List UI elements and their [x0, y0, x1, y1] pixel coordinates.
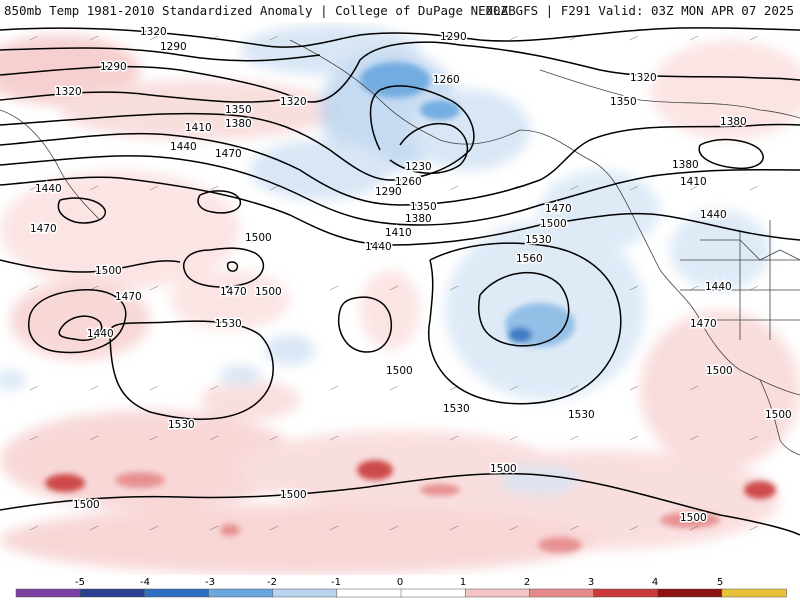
contour-labels: 1320 1290 1290 1320 1350 1380 1410 1440 …: [29, 25, 794, 526]
anomaly-colorbar: -5 -4 -3 -2 -1 0 1 2 3 4 5: [0, 575, 800, 600]
model-run-info: 00Z GFS | F291 Valid: 03Z MON APR 07 202…: [485, 3, 794, 18]
contour-label: 1500: [490, 463, 517, 475]
contour-label: 1230: [405, 161, 432, 173]
map-title: 850mb Temp 1981-2010 Standardized Anomal…: [4, 3, 516, 18]
contour-label: 1320: [630, 72, 657, 84]
contour-label: 1500: [680, 512, 707, 524]
anomaly-shading: [0, 22, 800, 575]
colorbar-swatch: [272, 588, 338, 598]
contour-label: 1500: [245, 232, 272, 244]
contour-label: 1440: [35, 183, 62, 195]
colorbar-swatch: [464, 588, 531, 598]
contour-label: 1320: [140, 26, 167, 38]
contour-label: 1470: [220, 286, 247, 298]
contour-label: 1500: [386, 365, 413, 377]
contour-label: 1530: [168, 419, 195, 431]
contour-label: 1410: [680, 176, 707, 188]
colorbar-tick: 4: [652, 577, 658, 588]
contour-label: 1500: [255, 286, 282, 298]
colorbar-tick: -3: [205, 577, 215, 588]
contour-label: 1320: [55, 86, 82, 98]
contour-label: 1260: [433, 74, 460, 86]
contour-label: 1290: [440, 31, 467, 43]
contour-label: 1350: [225, 104, 252, 116]
contour-label: 1530: [568, 409, 595, 421]
contour-label: 1290: [100, 61, 127, 73]
colorbar-canvas: -5 -4 -3 -2 -1 0 1 2 3 4 5: [15, 577, 787, 598]
colorbar-tick: 3: [588, 577, 594, 588]
wind-barbs: [29, 35, 759, 531]
colorbar-swatch: [400, 588, 466, 598]
map-canvas: 1320 1290 1290 1320 1350 1380 1410 1440 …: [0, 22, 800, 575]
contour-label: 1470: [215, 148, 242, 160]
contour-label: 1440: [700, 209, 727, 221]
contour-label: 1380: [720, 116, 747, 128]
colorbar-swatch: [15, 588, 81, 598]
contour-label: 1440: [365, 241, 392, 253]
contour-label: 1380: [672, 159, 699, 171]
contour-label: 1530: [443, 403, 470, 415]
contour-label: 1470: [115, 291, 142, 303]
colorbar-tick: 5: [717, 577, 723, 588]
colorbar-swatch: [657, 588, 723, 598]
contour-label: 1350: [610, 96, 637, 108]
contour-label: 1440: [705, 281, 732, 293]
colorbar-swatch: [208, 588, 274, 598]
contour-label: 1410: [185, 122, 212, 134]
contour-label: 1500: [95, 265, 122, 277]
colorbar-swatch: [144, 588, 210, 598]
colorbar-swatch: [593, 588, 659, 598]
colorbar-tick: -5: [75, 577, 85, 588]
colorbar-tick: 2: [524, 577, 530, 588]
contour-label: 1560: [516, 253, 543, 265]
contour-label: 1260: [395, 176, 422, 188]
colorbar-tick-labels: -5 -4 -3 -2 -1 0 1 2 3 4 5: [75, 577, 723, 588]
contour-label: 1380: [405, 213, 432, 225]
contour-label: 1470: [30, 223, 57, 235]
contour-label: 1500: [280, 489, 307, 501]
colorbar-swatch: [336, 588, 402, 598]
contour-label: 1440: [87, 328, 114, 340]
contour-label: 1380: [225, 118, 252, 130]
colorbar-swatch: [721, 588, 787, 598]
height-contours: [0, 27, 800, 536]
contour-label: 1320: [280, 96, 307, 108]
contour-label: 1500: [73, 499, 100, 511]
contour-label: 1440: [170, 141, 197, 153]
contour-label: 1410: [385, 227, 412, 239]
map-header: 850mb Temp 1981-2010 Standardized Anomal…: [0, 0, 800, 22]
colorbar-swatch: [79, 588, 146, 598]
colorbar-swatch: [529, 588, 595, 598]
contour-label: 1530: [215, 318, 242, 330]
colorbar-tick: -1: [331, 577, 341, 588]
colorbar-tick: -4: [140, 577, 150, 588]
colorbar-swatches: [15, 588, 787, 598]
contour-label: 1350: [410, 201, 437, 213]
contour-label: 1470: [545, 203, 572, 215]
contour-label: 1290: [375, 186, 402, 198]
contour-label: 1500: [765, 409, 792, 421]
colorbar-tick: -2: [267, 577, 277, 588]
contour-label: 1470: [690, 318, 717, 330]
contour-label: 1530: [525, 234, 552, 246]
colorbar-tick: 0: [397, 577, 403, 588]
contour-label: 1500: [540, 218, 567, 230]
colorbar-tick: 1: [460, 577, 466, 588]
anomaly-map: 1320 1290 1290 1320 1350 1380 1410 1440 …: [0, 22, 800, 575]
contour-label: 1500: [706, 365, 733, 377]
contour-label: 1290: [160, 41, 187, 53]
